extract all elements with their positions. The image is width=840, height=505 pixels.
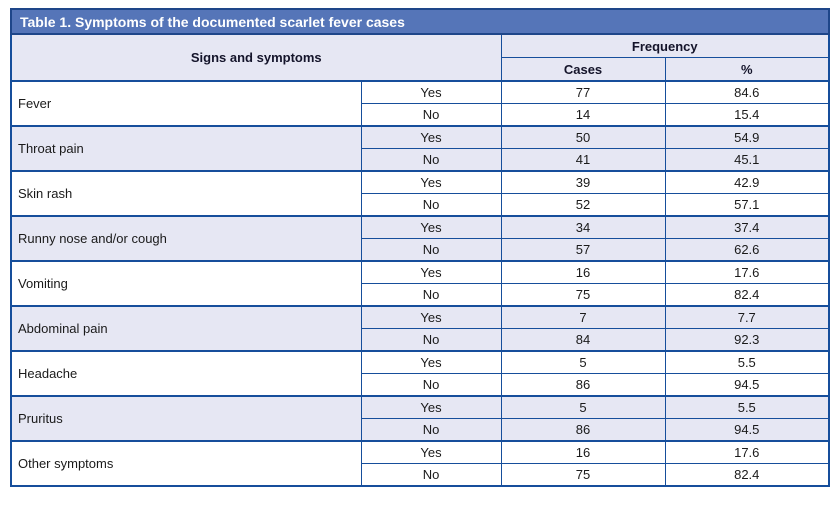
no-label-cell: No <box>360 328 502 352</box>
cases-value-cell: 34 <box>500 215 666 239</box>
no-label-cell: No <box>360 193 502 217</box>
table-row: Headache Yes 5 5.5 <box>10 350 830 397</box>
symptom-cell: Other symptoms <box>10 440 362 487</box>
percent-value-cell: 5.5 <box>664 350 830 374</box>
frequency-header: Frequency <box>500 33 830 58</box>
symptom-cell: Skin rash <box>10 170 362 217</box>
yes-label-cell: Yes <box>360 125 502 149</box>
table-row: Vomiting Yes 16 17.6 <box>10 260 830 307</box>
cases-value-cell: 41 <box>500 148 666 172</box>
percent-value-cell: 37.4 <box>664 215 830 239</box>
cases-value-cell: 5 <box>500 350 666 374</box>
cases-header: Cases <box>500 57 666 82</box>
symptom-cell: Runny nose and/or cough <box>10 215 362 262</box>
signs-and-symptoms-header: Signs and symptoms <box>10 33 502 82</box>
cases-value-cell: 5 <box>500 395 666 419</box>
cases-value-cell: 52 <box>500 193 666 217</box>
table-row: Abdominal pain Yes 7 7.7 <box>10 305 830 352</box>
table-row: No 86 94.5 <box>11 373 830 397</box>
cases-value-cell: 86 <box>500 418 666 442</box>
yes-label-cell: Yes <box>360 215 502 239</box>
header-row-2: Cases % <box>11 57 830 82</box>
no-label-cell: No <box>360 283 502 307</box>
cases-value-cell: 7 <box>500 305 666 329</box>
symptom-cell: Abdominal pain <box>10 305 362 352</box>
percent-header: % <box>664 57 830 82</box>
symptom-cell: Vomiting <box>10 260 362 307</box>
table-row: No 75 82.4 <box>11 463 830 487</box>
table-row: No 86 94.5 <box>11 418 830 442</box>
table-title: Table 1. Symptoms of the documented scar… <box>9 8 831 35</box>
table-row: No 57 62.6 <box>11 238 830 262</box>
table-row: Throat pain Yes 50 54.9 <box>10 125 830 172</box>
table-row: Pruritus Yes 5 5.5 <box>10 395 830 442</box>
cases-value-cell: 16 <box>500 440 666 464</box>
yes-label-cell: Yes <box>360 440 502 464</box>
symptom-cell: Fever <box>10 80 362 127</box>
percent-value-cell: 62.6 <box>664 238 830 262</box>
yes-label-cell: Yes <box>360 170 502 194</box>
cases-value-cell: 16 <box>500 260 666 284</box>
no-label-cell: No <box>360 103 502 127</box>
percent-value-cell: 17.6 <box>664 260 830 284</box>
cases-value-cell: 75 <box>500 283 666 307</box>
cases-value-cell: 14 <box>500 103 666 127</box>
cases-value-cell: 50 <box>500 125 666 149</box>
cases-value-cell: 75 <box>500 463 666 487</box>
no-label-cell: No <box>360 463 502 487</box>
cases-value-cell: 86 <box>500 373 666 397</box>
symptom-cell: Throat pain <box>10 125 362 172</box>
percent-value-cell: 84.6 <box>664 80 830 104</box>
percent-value-cell: 45.1 <box>664 148 830 172</box>
no-label-cell: No <box>360 148 502 172</box>
table-row: Skin rash Yes 39 42.9 <box>10 170 830 217</box>
yes-label-cell: Yes <box>360 80 502 104</box>
percent-value-cell: 42.9 <box>664 170 830 194</box>
percent-value-cell: 94.5 <box>664 418 830 442</box>
table-row: No 84 92.3 <box>11 328 830 352</box>
yes-label-cell: Yes <box>360 350 502 374</box>
percent-value-cell: 5.5 <box>664 395 830 419</box>
percent-value-cell: 15.4 <box>664 103 830 127</box>
symptom-cell: Pruritus <box>10 395 362 442</box>
cases-value-cell: 57 <box>500 238 666 262</box>
table-row: Other symptoms Yes 16 17.6 <box>10 440 830 487</box>
yes-label-cell: Yes <box>360 260 502 284</box>
yes-label-cell: Yes <box>360 305 502 329</box>
table-row: No 52 57.1 <box>11 193 830 217</box>
percent-value-cell: 94.5 <box>664 373 830 397</box>
table-title-row: Table 1. Symptoms of the documented scar… <box>9 8 831 35</box>
table-row: No 75 82.4 <box>11 283 830 307</box>
no-label-cell: No <box>360 238 502 262</box>
no-label-cell: No <box>360 373 502 397</box>
percent-value-cell: 82.4 <box>664 463 830 487</box>
percent-value-cell: 7.7 <box>664 305 830 329</box>
percent-value-cell: 17.6 <box>664 440 830 464</box>
no-label-cell: No <box>360 418 502 442</box>
percent-value-cell: 57.1 <box>664 193 830 217</box>
header-row-1: Signs and symptoms Frequency <box>10 33 830 82</box>
cases-value-cell: 84 <box>500 328 666 352</box>
symptom-cell: Headache <box>10 350 362 397</box>
percent-value-cell: 92.3 <box>664 328 830 352</box>
percent-value-cell: 54.9 <box>664 125 830 149</box>
table-row: Fever Yes 77 84.6 <box>10 80 830 127</box>
cases-value-cell: 77 <box>500 80 666 104</box>
yes-label-cell: Yes <box>360 395 502 419</box>
table-row: Runny nose and/or cough Yes 34 37.4 <box>10 215 830 262</box>
table-row: No 41 45.1 <box>11 148 830 172</box>
percent-value-cell: 82.4 <box>664 283 830 307</box>
cases-value-cell: 39 <box>500 170 666 194</box>
symptoms-table: Table 1. Symptoms of the documented scar… <box>9 8 831 487</box>
